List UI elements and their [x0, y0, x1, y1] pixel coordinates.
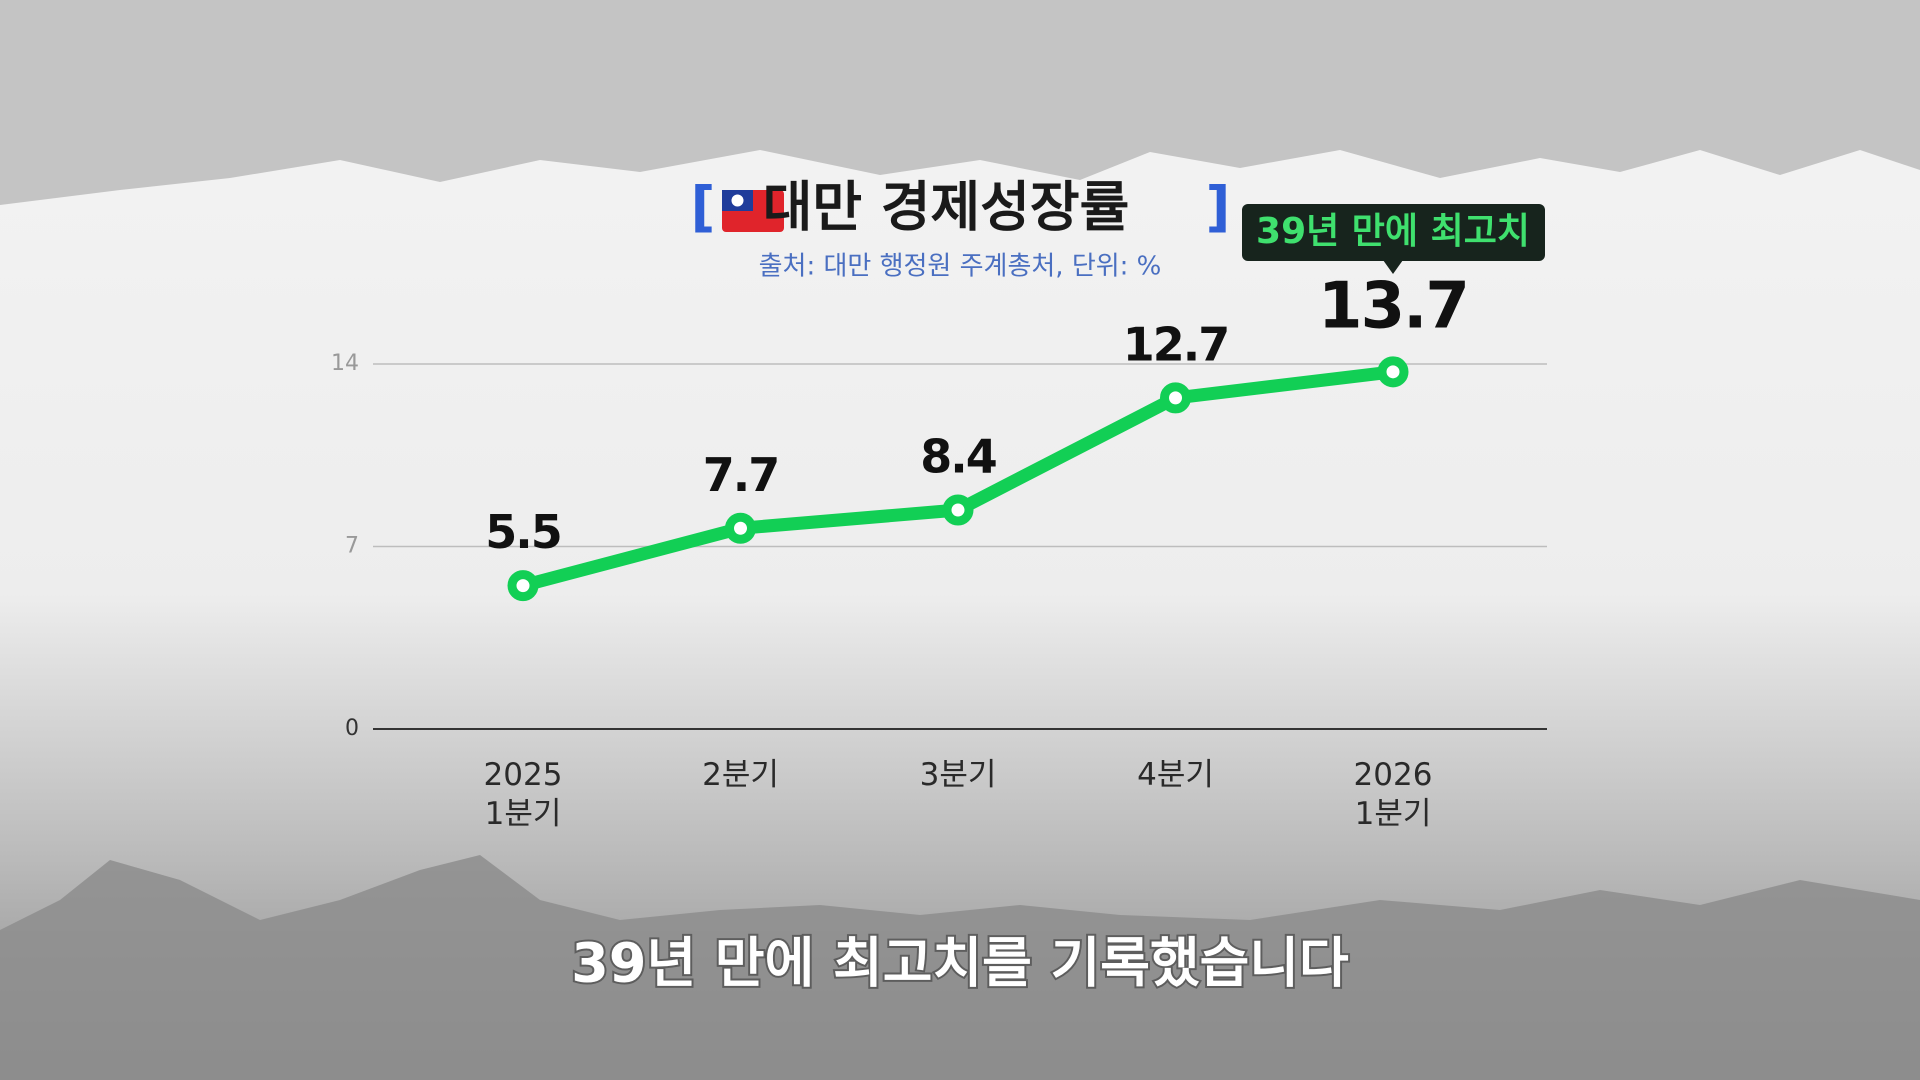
marker — [507, 570, 539, 602]
chart-subtitle: 출처: 대만 행정원 주계총처, 단위: % — [759, 252, 1162, 282]
y-tick-label: 0 — [345, 716, 359, 741]
bracket: ] — [1206, 176, 1231, 239]
flag-icon — [722, 190, 784, 232]
x-tick-label: 3분기 — [919, 757, 997, 793]
x-tick-label: 2025 1분기 — [483, 757, 563, 832]
chart-title: 대만 경제성장률 — [763, 176, 1130, 239]
x-tick-label: 2분기 — [702, 757, 779, 793]
annotation-callout: 39년 만에 최고치 — [1242, 204, 1545, 274]
value-label: 8.4 — [920, 430, 996, 484]
x-tick-label: 2026 1분기 — [1353, 757, 1433, 832]
callout-box — [1242, 204, 1545, 261]
caption: 39년 만에 최고치를 기록했습니다 — [571, 932, 1349, 995]
marker — [1377, 356, 1409, 388]
callout-pointer — [1383, 260, 1403, 274]
marker — [1160, 382, 1191, 414]
y-tick-label: 14 — [331, 351, 359, 376]
value-label: 12.7 — [1123, 317, 1229, 371]
marker — [942, 494, 974, 526]
torn-paper-top — [0, 0, 1920, 205]
value-label: 13.7 — [1318, 269, 1468, 343]
y-tick-label: 7 — [345, 534, 359, 559]
bracket: [ — [691, 176, 716, 239]
torn-paper-bottom — [0, 855, 1920, 1080]
marker — [725, 512, 756, 544]
value-label: 5.5 — [485, 505, 561, 559]
annotation: 39년 만에 최고치 — [1256, 211, 1530, 252]
x-tick-label: 4분기 — [1137, 757, 1214, 793]
value-label: 7.7 — [703, 448, 779, 502]
